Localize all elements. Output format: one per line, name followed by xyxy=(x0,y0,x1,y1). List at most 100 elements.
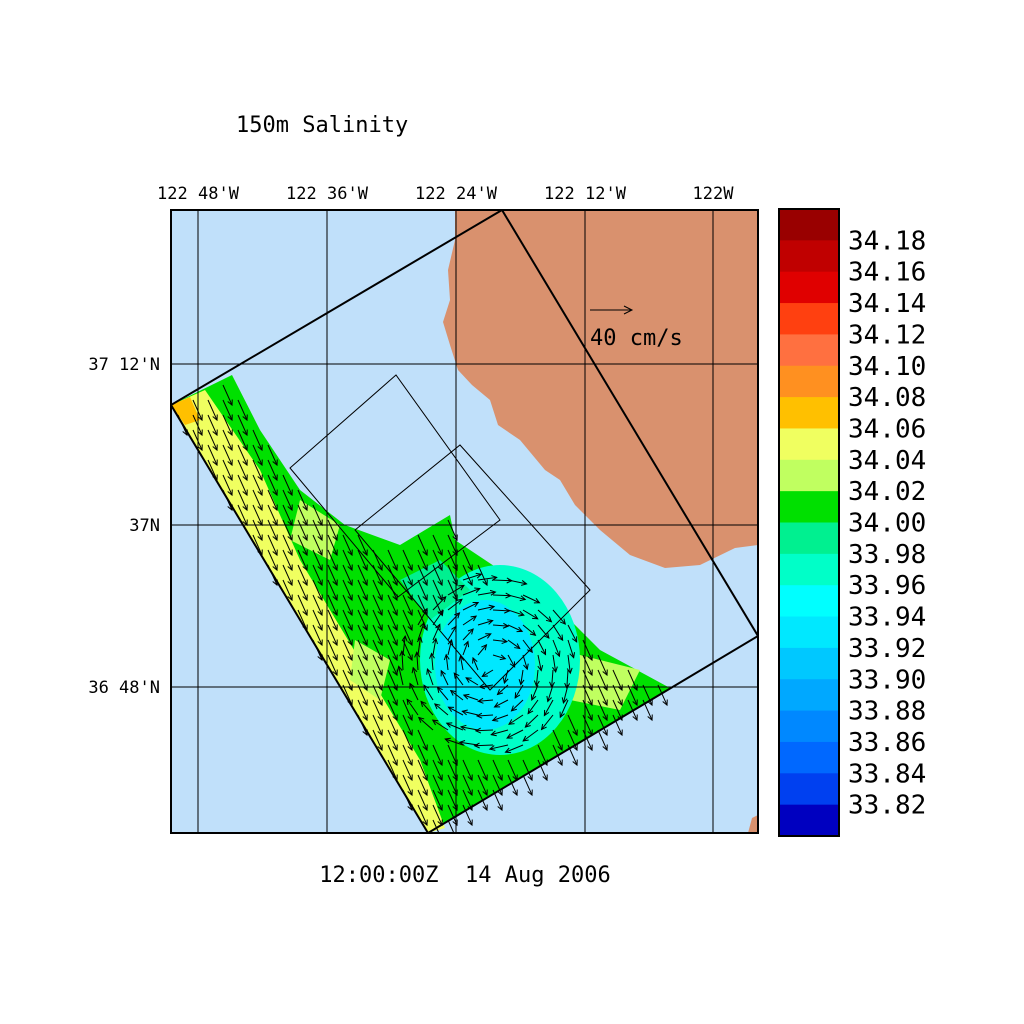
vector-head xyxy=(287,564,293,572)
vector-head xyxy=(362,564,368,572)
vector-head xyxy=(332,534,338,542)
vector-head xyxy=(452,804,458,812)
vector-head xyxy=(399,649,406,657)
vector xyxy=(432,624,441,641)
vector-head xyxy=(437,789,443,797)
vector xyxy=(297,489,308,511)
vector xyxy=(434,703,449,716)
colorbar-swatch xyxy=(779,710,839,743)
vector-head xyxy=(407,609,413,617)
vector xyxy=(312,534,323,556)
vector xyxy=(327,519,338,541)
colorbar-swatch xyxy=(779,271,839,304)
vector-head xyxy=(422,579,428,587)
vector-head xyxy=(437,609,444,617)
vector-head xyxy=(362,669,368,677)
vector-head xyxy=(347,669,353,677)
vector-head xyxy=(257,489,263,497)
land xyxy=(748,815,758,833)
vector xyxy=(402,624,413,646)
vector-head xyxy=(449,689,457,696)
vector xyxy=(398,666,404,686)
vector xyxy=(282,519,293,541)
vector-head xyxy=(497,774,503,782)
vector xyxy=(357,624,368,646)
vector-head xyxy=(212,444,218,452)
vector-head xyxy=(632,699,638,707)
vector-head xyxy=(362,654,368,662)
vector-head xyxy=(540,723,547,731)
vector-head xyxy=(572,744,578,752)
vector xyxy=(267,519,278,541)
vector xyxy=(357,579,368,601)
vector-head xyxy=(272,504,278,512)
vector-head xyxy=(212,459,218,467)
vector xyxy=(462,641,469,656)
vector-head xyxy=(242,459,248,467)
vector xyxy=(342,594,353,616)
vector-head xyxy=(465,677,472,683)
colorbar-swatch xyxy=(779,553,839,586)
vector-head xyxy=(317,609,323,617)
vector xyxy=(252,519,263,541)
vector xyxy=(312,564,323,586)
vector xyxy=(507,654,516,668)
vector xyxy=(552,729,563,751)
vector xyxy=(387,549,398,571)
vector xyxy=(511,699,524,712)
vector xyxy=(207,414,218,436)
vector xyxy=(402,594,413,616)
vector-head xyxy=(332,564,338,572)
vector xyxy=(552,609,566,625)
vector xyxy=(432,534,443,556)
vector-head xyxy=(508,719,515,725)
vector-head xyxy=(453,834,458,840)
vector-head xyxy=(317,594,323,602)
vector-head xyxy=(302,564,308,572)
vector-head xyxy=(527,774,533,782)
vector-head xyxy=(302,504,308,512)
vector xyxy=(657,684,668,706)
vector xyxy=(402,699,413,721)
vector-head xyxy=(557,744,563,752)
vector xyxy=(597,714,608,736)
vector xyxy=(612,714,623,736)
vector xyxy=(537,639,546,655)
vector xyxy=(237,474,248,496)
vector-head xyxy=(242,444,248,452)
vector xyxy=(642,684,653,706)
vector-head xyxy=(362,579,368,587)
vector-head xyxy=(272,474,278,482)
vector-head xyxy=(488,745,496,751)
vector-head xyxy=(470,615,478,622)
vector xyxy=(237,444,248,466)
vector xyxy=(357,684,368,706)
vector xyxy=(507,639,521,649)
vector xyxy=(357,609,368,631)
vector xyxy=(462,573,482,581)
vector-head xyxy=(463,640,470,648)
colorbar-swatch xyxy=(779,459,839,492)
vector-head xyxy=(475,712,483,719)
vector-head xyxy=(522,735,529,742)
vector xyxy=(597,729,608,751)
vector xyxy=(492,654,506,660)
vector xyxy=(372,654,383,676)
vector xyxy=(417,637,421,656)
colorbar-label: 34.08 xyxy=(848,383,926,413)
vector-head xyxy=(377,624,383,632)
vector xyxy=(524,714,539,728)
vector-head xyxy=(530,694,537,701)
vector-head xyxy=(587,654,593,662)
vector-head xyxy=(461,709,468,716)
vector xyxy=(416,652,419,671)
vector xyxy=(492,639,507,643)
vector-head xyxy=(487,619,494,625)
vector xyxy=(327,534,338,556)
vector-head xyxy=(543,709,550,717)
vector xyxy=(417,564,428,586)
vector-head xyxy=(347,684,353,692)
vector xyxy=(402,729,413,751)
vector xyxy=(402,609,413,631)
vector xyxy=(417,534,428,556)
